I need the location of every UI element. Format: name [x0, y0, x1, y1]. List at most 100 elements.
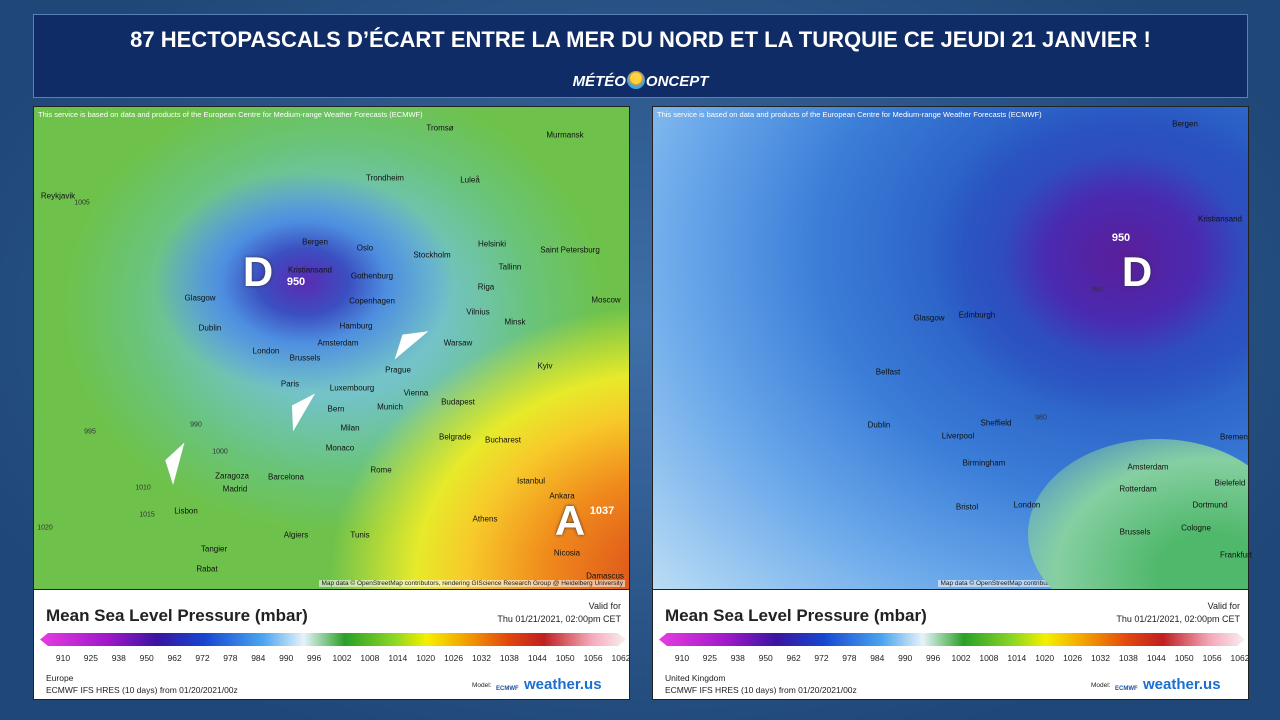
map-label: Trondheim [366, 173, 404, 183]
scale-label: 990 [279, 653, 294, 663]
scale-label: 938 [111, 653, 126, 663]
model-label: Model: [1091, 682, 1111, 689]
scale-label: 1026 [444, 653, 464, 663]
scale-label: 1020 [416, 653, 436, 663]
map-label: Amsterdam [317, 338, 359, 348]
scale-label: 996 [926, 653, 941, 663]
scale-label: 962 [786, 653, 801, 663]
map-label: Munich [377, 402, 403, 412]
brand-icon [626, 71, 645, 89]
scale-label: 1062 [1230, 653, 1250, 663]
map-label: Tunis [350, 530, 370, 540]
model-logo: ECMWF [496, 686, 519, 692]
scale-label: 972 [814, 653, 829, 663]
map-label: Paris [280, 379, 300, 389]
valid-time: Thu 01/21/2021, 02:00pm CET [497, 614, 621, 624]
map-label: Riga [477, 282, 495, 292]
map-label: Zaragoza [215, 471, 249, 481]
map-label: Belfast [875, 367, 901, 377]
scale-label: 984 [870, 653, 885, 663]
map-label: Prague [385, 365, 411, 375]
region: United Kingdom [665, 673, 726, 683]
map-label: Barcelona [267, 472, 305, 482]
map-label: Saint Petersburg [540, 245, 600, 255]
map-label: London [1013, 500, 1041, 510]
map-label: Istanbul [516, 476, 546, 486]
map-label: Rabat [196, 564, 218, 574]
map-label: Edinburgh [958, 310, 996, 320]
map-label: Vilnius [466, 307, 490, 317]
map-label: Liverpool [941, 431, 975, 441]
map-label: Helsinki [477, 239, 507, 249]
brand-left: MÉTÉO [572, 73, 626, 90]
scale-label: 1008 [979, 653, 999, 663]
map-label: 950 [286, 276, 306, 288]
map-label: 1037 [589, 505, 615, 517]
map-credit: Map data © OpenStreetMap contributors, r… [319, 580, 625, 587]
map-label: Vienna [403, 388, 429, 398]
legend-panel: Mean Sea Level Pressure (mbar) Valid for T… [652, 590, 1249, 700]
map-label: Luxembourg [329, 383, 375, 393]
site-logo: weather.us [1143, 676, 1221, 693]
map-label: Athens [472, 514, 498, 524]
map-label: Bergen [302, 237, 328, 247]
map-label: Bern [327, 404, 345, 414]
map-label: 1000 [212, 448, 228, 456]
color-bar [659, 633, 1245, 646]
brand-right: ONCEPT [645, 73, 709, 90]
legend-panel: Mean Sea Level Pressure (mbar) Valid for T… [33, 590, 630, 700]
map: This service is based on data and produc… [652, 106, 1249, 590]
map-label: 995 [84, 428, 96, 436]
map-label: Brussels [1119, 527, 1151, 537]
map-label: Bremen [1219, 432, 1249, 442]
scale-label: 925 [83, 653, 98, 663]
map-label: London [252, 346, 280, 356]
scale-label: 1008 [360, 653, 380, 663]
map-label: Bristol [955, 502, 979, 512]
map-label: Dublin [867, 420, 891, 430]
scale-label: 1038 [499, 653, 519, 663]
attribution: This service is based on data and produc… [657, 110, 1042, 119]
scale-label: 1044 [527, 653, 547, 663]
map-label: Milan [340, 423, 360, 433]
scale-label: 950 [139, 653, 154, 663]
site-logo: weather.us [524, 676, 602, 693]
scale-label: 1014 [1007, 653, 1027, 663]
scale-label: 978 [223, 653, 238, 663]
map-label: Bergen [1172, 119, 1198, 129]
map-label: Kristiansand [287, 265, 333, 275]
scale-label: 938 [730, 653, 745, 663]
map-label: Ankara [549, 491, 575, 501]
map-label: Madrid [222, 484, 248, 494]
scale-label: 910 [674, 653, 690, 663]
map-label: Nicosia [553, 548, 581, 558]
map-label: Minsk [504, 317, 526, 327]
map-label: Kyiv [537, 361, 553, 371]
scale-label: 1038 [1118, 653, 1138, 663]
valid-label: Valid for [588, 601, 621, 611]
map-label: Bucharest [484, 435, 522, 445]
map-label: Murmansk [546, 130, 584, 140]
model-logo: ECMWF [1115, 686, 1138, 692]
map-label: Sheffield [980, 418, 1012, 428]
scale-label: 1056 [583, 653, 603, 663]
map-credit: Map data © OpenStreetMap contributors, r… [938, 580, 1244, 587]
model-run: ECMWF IFS HRES (10 days) from 01/20/2021… [665, 685, 857, 695]
scale-label: 1050 [1174, 653, 1194, 663]
scale-label: 910 [55, 653, 71, 663]
scale-label: 1026 [1063, 653, 1083, 663]
scale-label: 972 [195, 653, 210, 663]
map-label: Warsaw [443, 338, 473, 348]
map: This service is based on data and produc… [33, 106, 630, 590]
legend-title: Mean Sea Level Pressure (mbar) [665, 606, 927, 625]
map-label: Dortmund [1192, 500, 1228, 510]
map-label: Rotterdam [1119, 484, 1157, 494]
map-label: Tangier [200, 544, 228, 554]
map-label: Birmingham [962, 458, 1006, 468]
map-label: Gothenburg [350, 271, 394, 281]
map-label: Tallinn [498, 262, 522, 272]
scale-label: 1014 [388, 653, 408, 663]
scale-label: 990 [898, 653, 913, 663]
map-label: Luleå [460, 175, 480, 185]
scale-label: 1032 [472, 653, 491, 663]
